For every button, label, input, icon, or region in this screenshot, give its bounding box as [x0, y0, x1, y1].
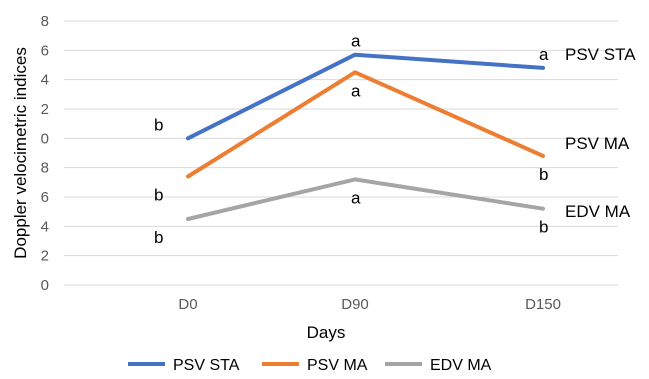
- series-lines: [186, 52, 545, 221]
- series-end-label: PSV STA: [565, 45, 636, 64]
- significance-letter: a: [351, 188, 361, 207]
- series-end-label: PSV MA: [565, 134, 630, 153]
- series-end-labels: PSV STA PSV MA EDV MA: [565, 45, 636, 221]
- x-tick-label: D90: [341, 296, 369, 313]
- series-line-edv-ma: [186, 177, 545, 221]
- series-end-label: EDV MA: [565, 202, 631, 221]
- y-tick-label: 8: [41, 160, 49, 177]
- significance-letter: a: [539, 45, 549, 64]
- series-line-psv-sta: [186, 52, 545, 141]
- grid: [64, 20, 618, 286]
- y-axis-ticks: 0 2 4 6 8 0 2 4 6 8: [41, 13, 49, 294]
- x-tick-label: D150: [525, 296, 561, 313]
- y-tick-label: 0: [41, 277, 49, 294]
- x-axis-ticks: D0 D90 D150: [178, 296, 561, 313]
- significance-letter: b: [154, 185, 163, 204]
- significance-letter: b: [539, 218, 548, 237]
- series-line-psv-ma: [186, 70, 545, 179]
- legend-label: EDV MA: [430, 357, 492, 374]
- legend-label: PSV STA: [173, 357, 240, 374]
- y-tick-label: 4: [41, 218, 49, 235]
- y-tick-label: 2: [41, 101, 49, 118]
- significance-letter: a: [351, 32, 361, 51]
- significance-letters: b a a b a b b a b: [154, 32, 549, 247]
- y-tick-label: 6: [41, 189, 49, 206]
- legend: PSV STA PSV MA EDV MA: [128, 357, 492, 374]
- y-tick-label: 4: [41, 72, 49, 89]
- y-axis-title: Doppler velocimetric indices: [11, 47, 30, 259]
- legend-label: PSV MA: [307, 357, 368, 374]
- significance-letter: b: [154, 228, 163, 247]
- y-tick-label: 6: [41, 42, 49, 59]
- significance-letter: b: [154, 115, 163, 134]
- y-tick-label: 0: [41, 130, 49, 147]
- x-tick-label: D0: [178, 296, 197, 313]
- y-tick-label: 8: [41, 13, 49, 30]
- y-tick-label: 2: [41, 248, 49, 265]
- x-axis-title: Days: [307, 323, 346, 342]
- significance-letter: a: [351, 81, 361, 100]
- significance-letter: b: [539, 165, 548, 184]
